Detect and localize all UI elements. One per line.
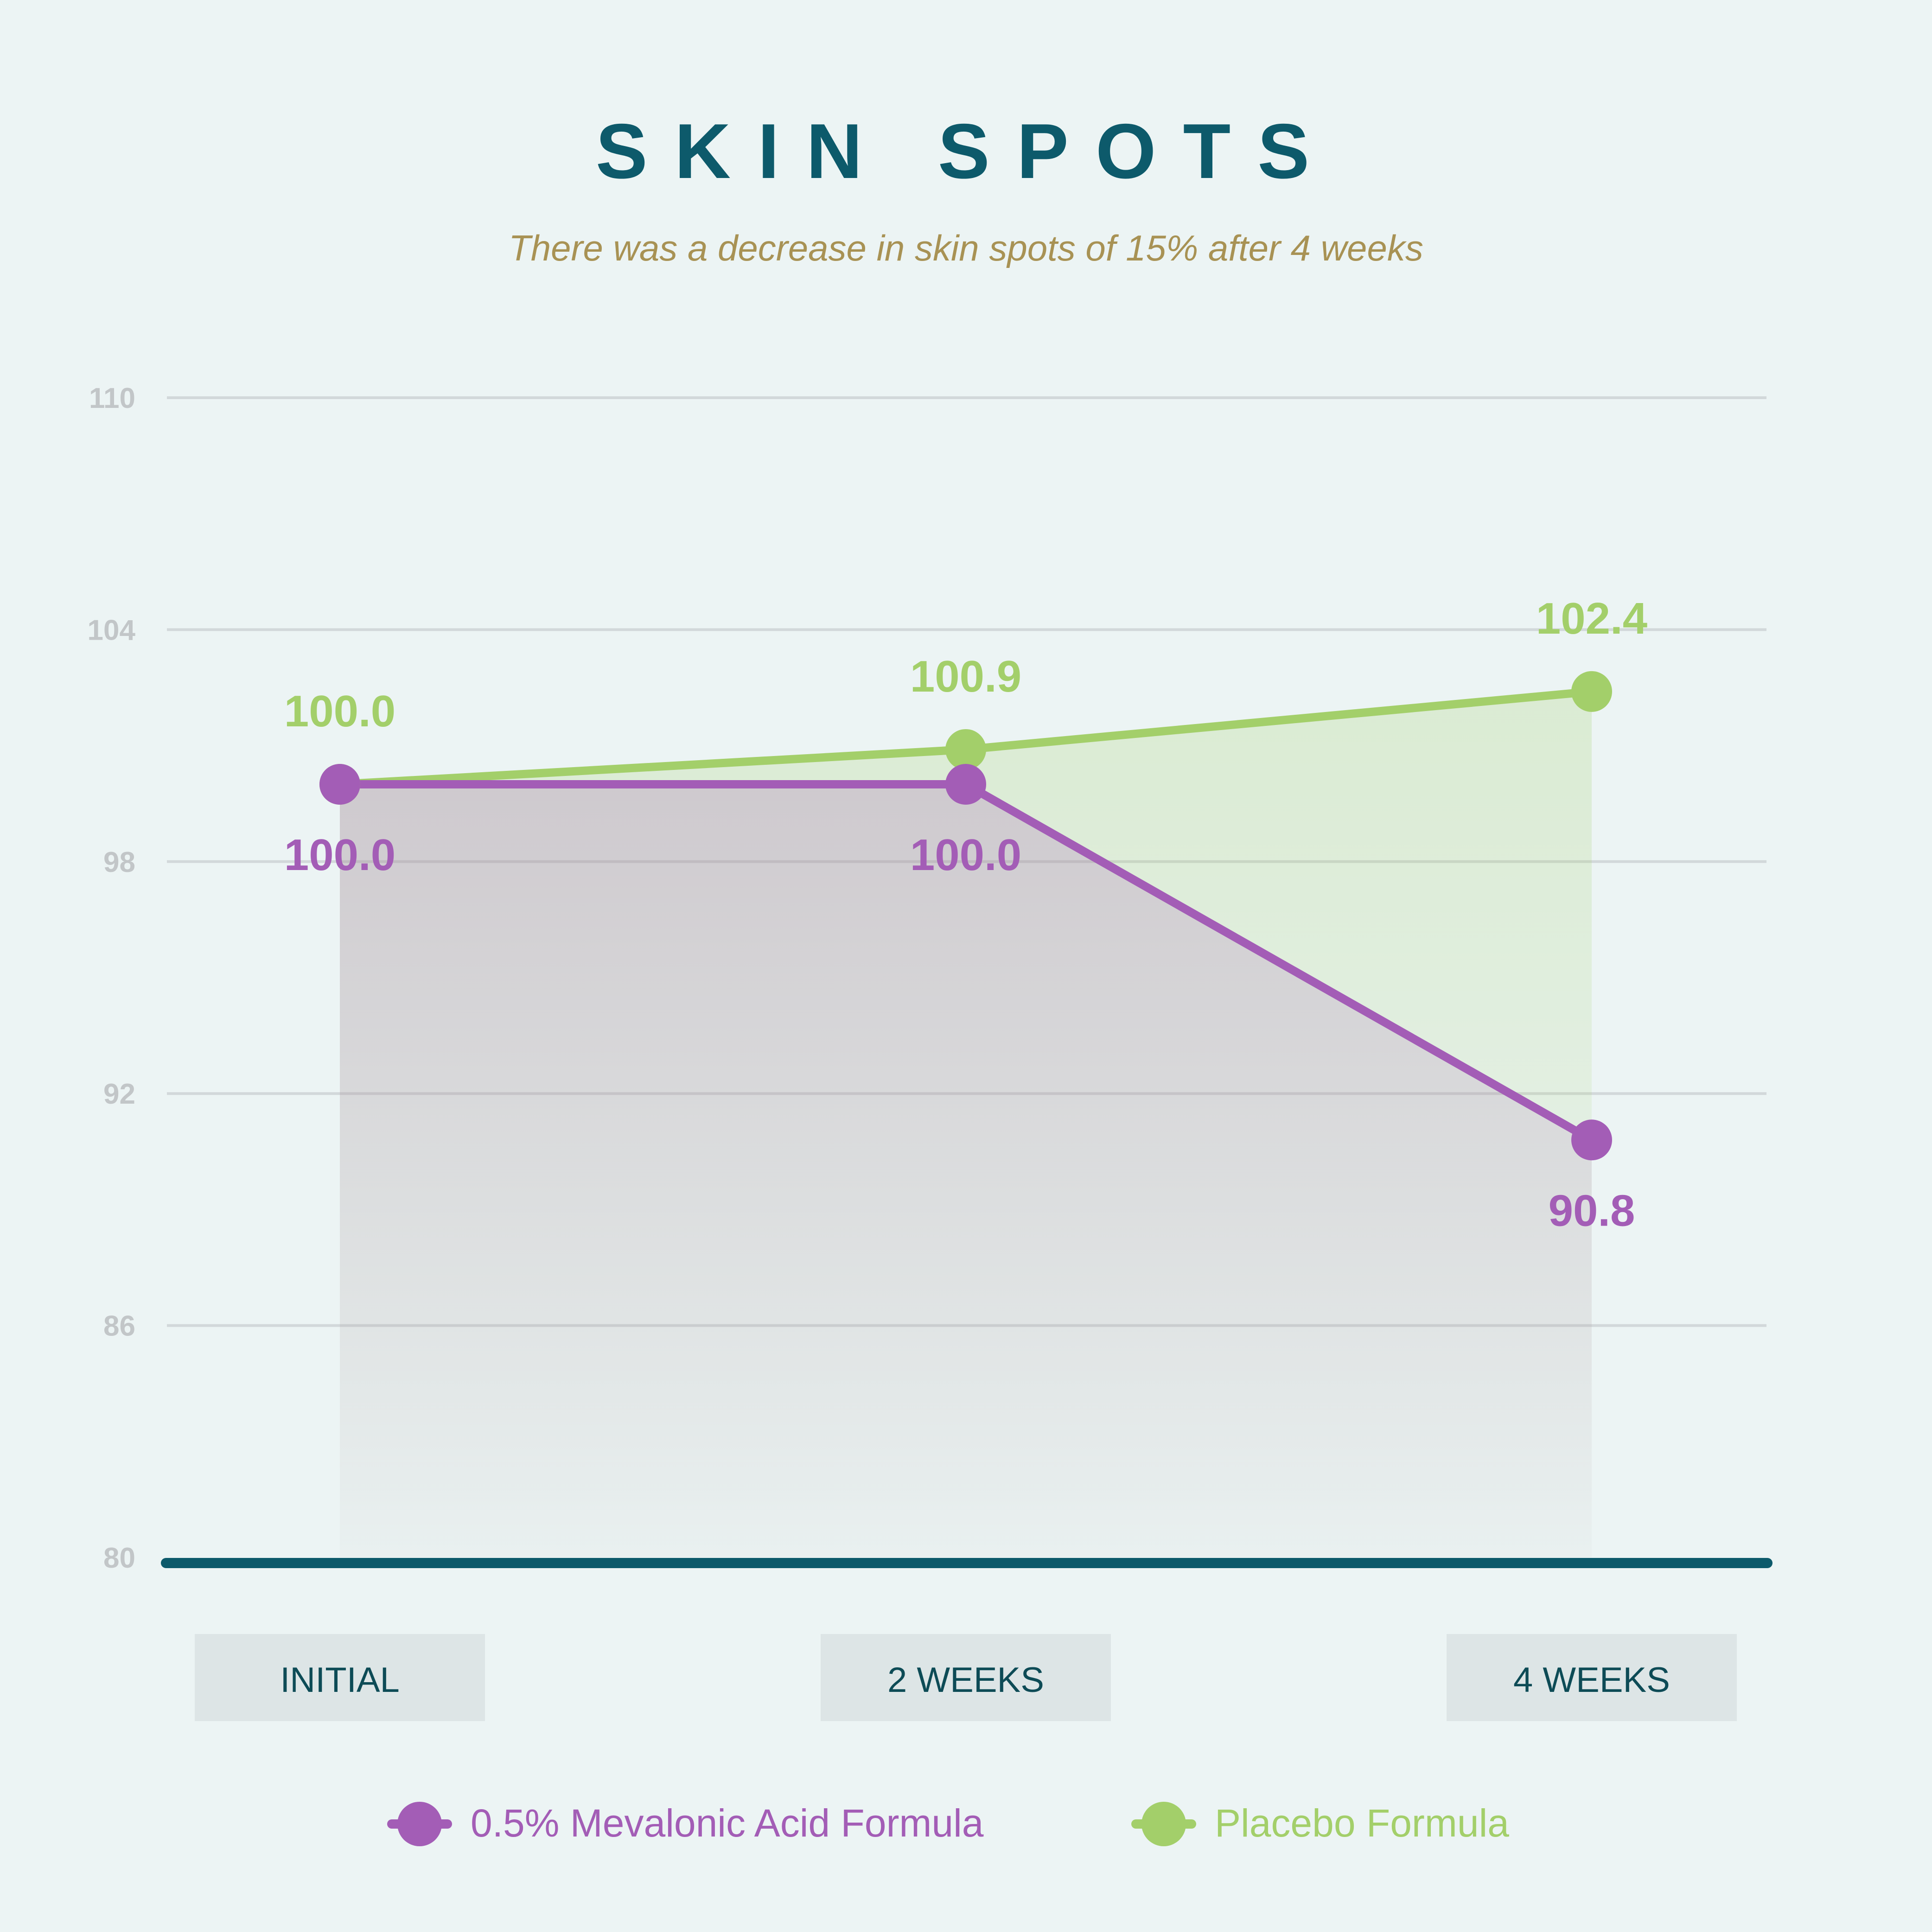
data-point [319, 764, 360, 805]
legend-label: 0.5% Mevalonic Acid Formula [471, 1801, 984, 1845]
x-tick-label: INITIAL [280, 1660, 400, 1700]
data-label: 100.0 [284, 686, 395, 736]
data-point [945, 729, 986, 770]
category-box [1447, 1634, 1737, 1721]
x-tick-label: 4 WEEKS [1513, 1660, 1670, 1700]
data-point [1571, 1119, 1612, 1161]
y-tick-label: 92 [103, 1078, 135, 1110]
data-label: 100.0 [910, 830, 1021, 880]
data-label: 100.9 [910, 652, 1021, 701]
data-label: 100.0 [284, 830, 395, 880]
category-box [821, 1634, 1111, 1721]
chart-title: SKIN SPOTS [595, 108, 1337, 195]
series-area [340, 784, 1592, 1557]
data-label: 102.4 [1536, 594, 1647, 643]
legend-swatch-marker [1141, 1802, 1186, 1846]
y-tick-label: 86 [103, 1310, 135, 1342]
legend-swatch-marker [397, 1802, 442, 1846]
category-box [195, 1634, 485, 1721]
y-tick-label: 110 [89, 382, 135, 414]
legend-label: Placebo Formula [1215, 1801, 1509, 1845]
data-point [945, 764, 986, 805]
chart-subtitle: There was a decrease in skin spots of 15… [509, 228, 1423, 268]
data-label: 90.8 [1549, 1186, 1635, 1235]
y-tick-label: 80 [103, 1542, 135, 1574]
x-tick-label: 2 WEEKS [887, 1660, 1044, 1700]
y-tick-label: 98 [103, 846, 135, 878]
data-point [1571, 671, 1612, 712]
y-tick-label: 104 [88, 614, 136, 646]
